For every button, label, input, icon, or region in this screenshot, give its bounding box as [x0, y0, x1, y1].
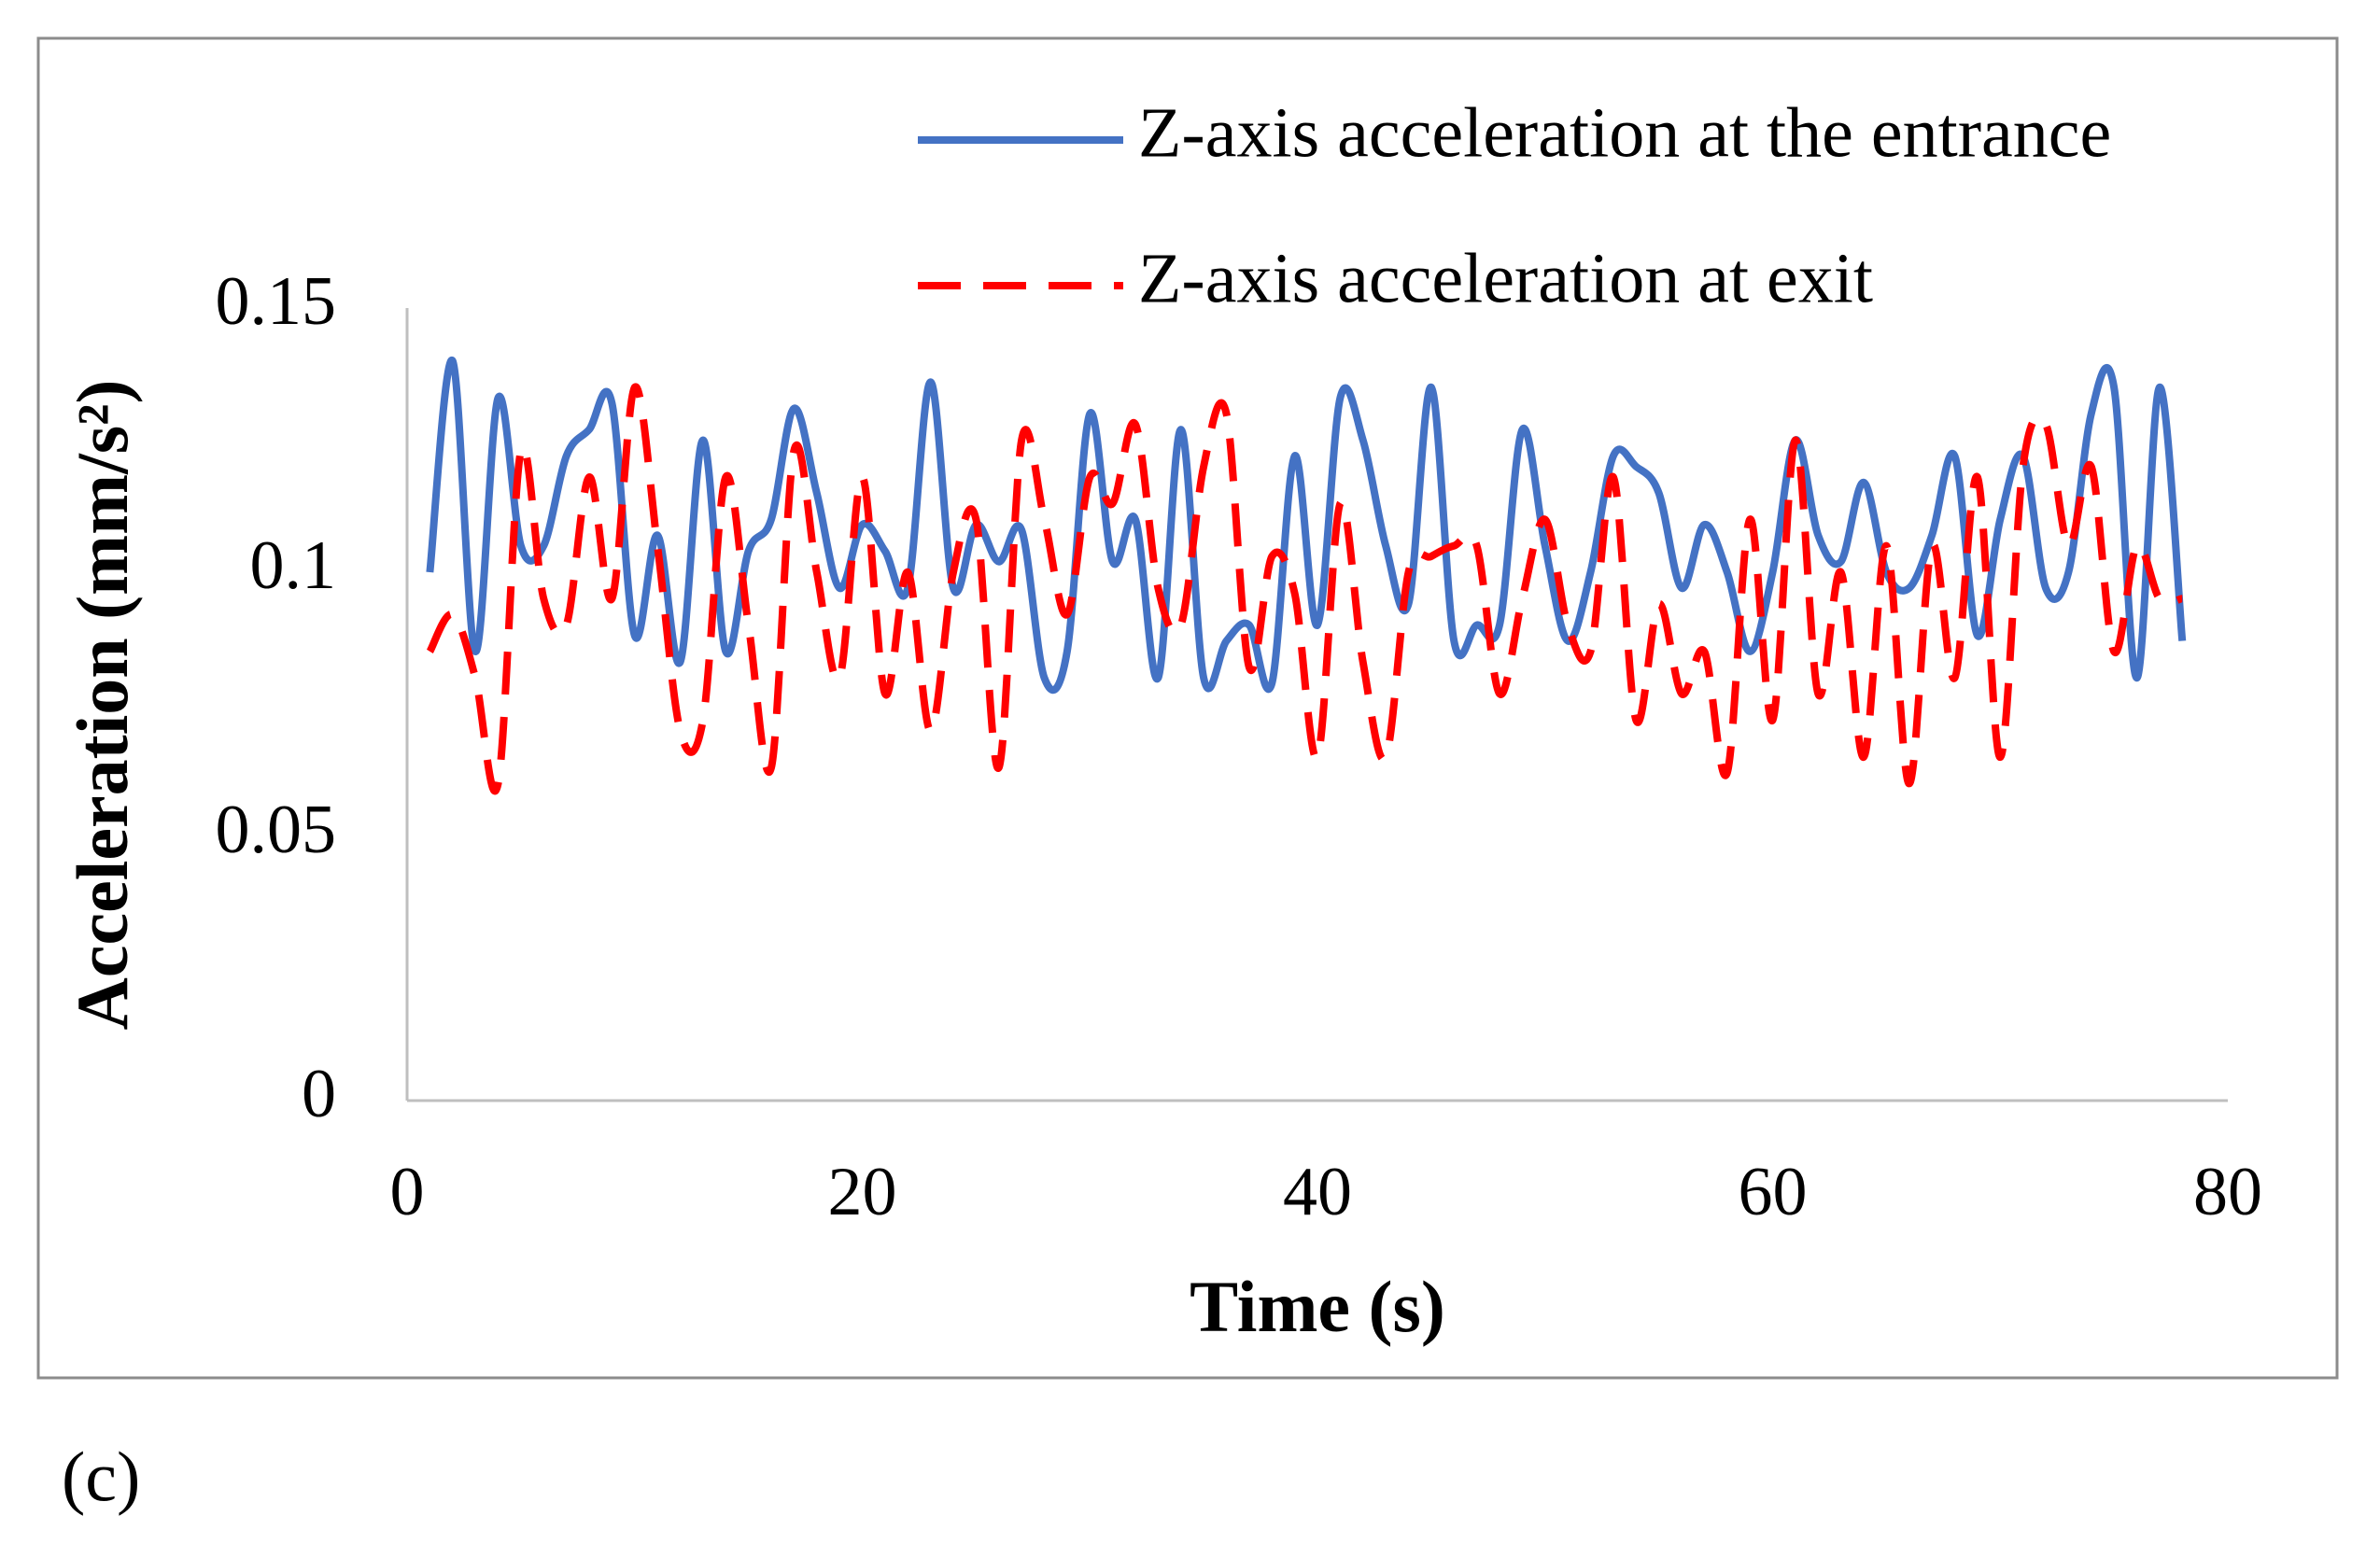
legend-label: Z-axis acceleration at the entrance — [1138, 93, 2111, 172]
x-axis-title: Time (s) — [1190, 1266, 1445, 1347]
legend-label: Z-axis acceleration at exit — [1138, 239, 1873, 317]
y-tick-label: 0.15 — [216, 263, 337, 340]
x-tick-label: 80 — [2193, 1154, 2262, 1230]
y-tick-label: 0.05 — [216, 792, 337, 868]
y-tick-label: 0 — [302, 1056, 336, 1132]
x-tick-label: 20 — [828, 1154, 897, 1230]
data-line — [426, 357, 2187, 694]
x-tick-label: 0 — [390, 1154, 425, 1230]
y-axis-title: Acceleration (mm/s²) — [62, 380, 143, 1031]
chart-frame — [36, 36, 2339, 1380]
x-tick-label: 60 — [1739, 1154, 1808, 1230]
y-tick-label: 0.1 — [250, 527, 337, 604]
data-line — [426, 383, 2184, 795]
panel-label: (c) — [62, 1438, 140, 1516]
x-tick-label: 40 — [1283, 1154, 1352, 1230]
